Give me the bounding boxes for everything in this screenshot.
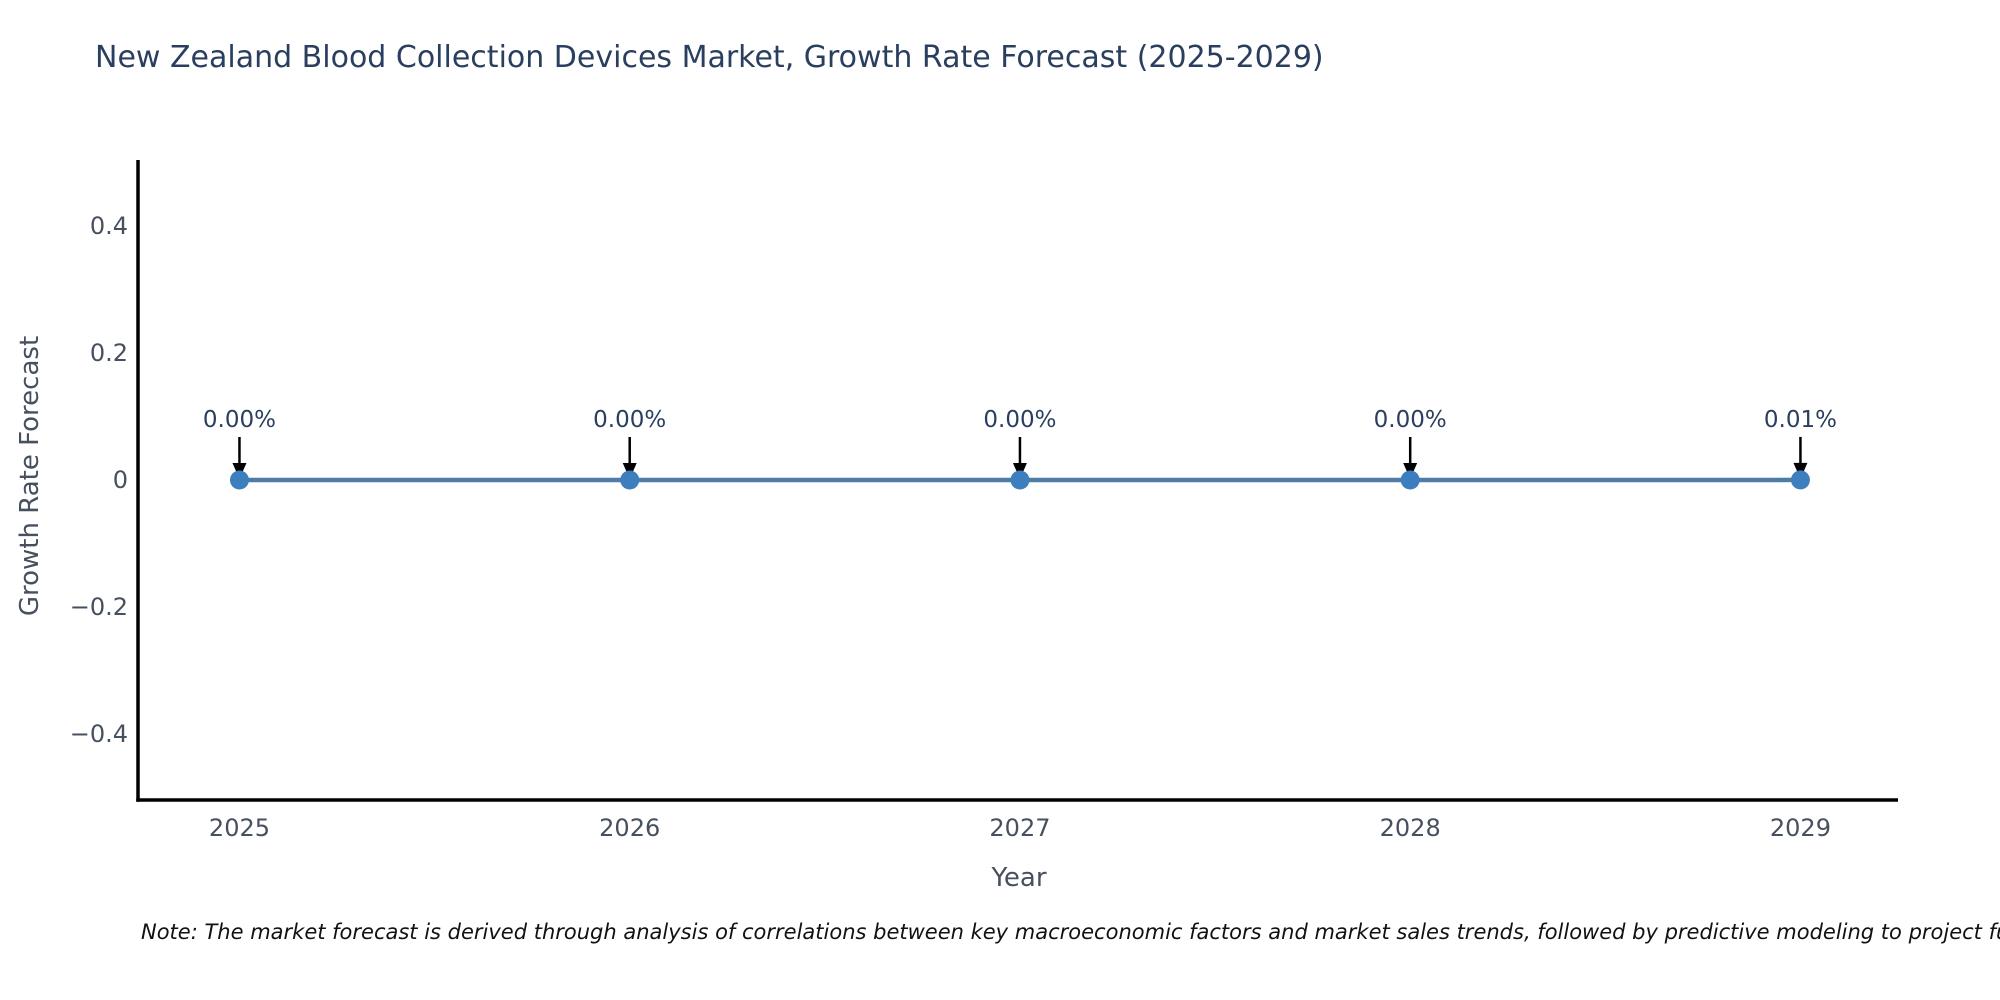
x-tick-label: 2025 (209, 814, 270, 842)
y-tick-label: 0 (113, 466, 128, 494)
point-annotation: 0.00% (1374, 407, 1447, 433)
data-point-2029[interactable] (1790, 470, 1810, 490)
chart-title: New Zealand Blood Collection Devices Mar… (95, 40, 1324, 75)
y-tick-label: −0.2 (70, 593, 128, 621)
footnote: Note: The market forecast is derived thr… (141, 920, 2000, 944)
data-point-2027[interactable] (1010, 470, 1030, 490)
y-tick-label: −0.4 (70, 720, 128, 748)
x-axis-title: Year (991, 863, 1047, 893)
point-annotation: 0.00% (593, 407, 666, 433)
x-tick-label: 2027 (989, 814, 1050, 842)
x-tick-label: 2029 (1770, 814, 1831, 842)
data-point-2026[interactable] (620, 470, 640, 490)
x-tick-label: 2028 (1380, 814, 1441, 842)
point-annotation: 0.00% (203, 407, 276, 433)
y-tick-label: 0.2 (90, 339, 128, 367)
y-axis-title: Growth Rate Forecast (15, 335, 45, 617)
data-point-2028[interactable] (1400, 470, 1420, 490)
point-annotation: 0.00% (983, 407, 1056, 433)
data-point-2025[interactable] (229, 470, 249, 490)
point-annotation: 0.01% (1764, 407, 1837, 433)
x-tick-label: 2026 (599, 814, 660, 842)
y-tick-label: 0.4 (90, 212, 128, 240)
